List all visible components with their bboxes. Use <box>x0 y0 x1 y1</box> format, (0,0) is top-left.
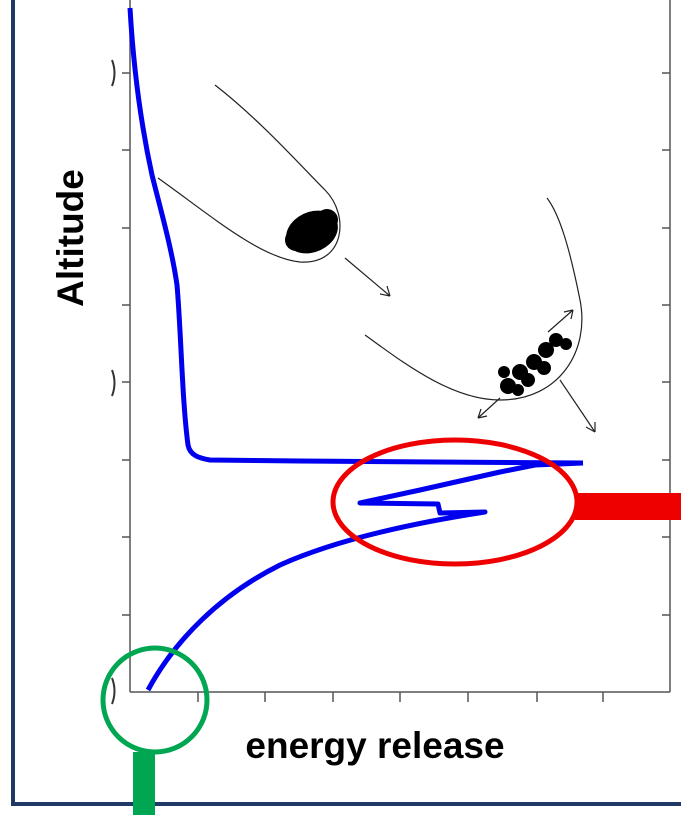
highlight-ground <box>100 645 210 755</box>
curve-upper <box>127 7 584 466</box>
y-axis-label: Altitude <box>50 169 91 307</box>
fragments <box>285 209 572 396</box>
ground-pointer <box>133 752 155 815</box>
axes <box>111 0 671 705</box>
curve-lower <box>145 460 584 692</box>
peak-pointer <box>575 493 681 520</box>
meteoroid-sketch <box>157 84 596 433</box>
frame <box>11 0 681 806</box>
x-axis-label: energy release <box>245 725 504 766</box>
